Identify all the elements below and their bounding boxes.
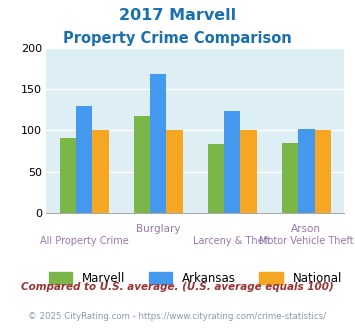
Text: Compared to U.S. average. (U.S. average equals 100): Compared to U.S. average. (U.S. average … — [21, 282, 334, 292]
Text: Arson: Arson — [291, 224, 321, 234]
Legend: Marvell, Arkansas, National: Marvell, Arkansas, National — [49, 272, 342, 284]
Bar — [224, 111, 240, 213]
Bar — [92, 130, 109, 213]
Bar — [150, 74, 166, 213]
Bar — [134, 115, 150, 213]
Text: Burglary: Burglary — [136, 224, 180, 234]
Text: All Property Crime: All Property Crime — [40, 236, 129, 246]
Text: © 2025 CityRating.com - https://www.cityrating.com/crime-statistics/: © 2025 CityRating.com - https://www.city… — [28, 312, 327, 321]
Bar — [76, 106, 92, 213]
Bar — [240, 130, 257, 213]
Bar — [298, 129, 315, 213]
Bar — [166, 130, 183, 213]
Bar — [60, 138, 76, 213]
Bar — [315, 130, 331, 213]
Text: Property Crime Comparison: Property Crime Comparison — [63, 31, 292, 46]
Bar — [208, 144, 224, 213]
Text: 2017 Marvell: 2017 Marvell — [119, 8, 236, 23]
Bar — [282, 143, 298, 213]
Text: Larceny & Theft: Larceny & Theft — [193, 236, 271, 246]
Text: Motor Vehicle Theft: Motor Vehicle Theft — [259, 236, 354, 246]
